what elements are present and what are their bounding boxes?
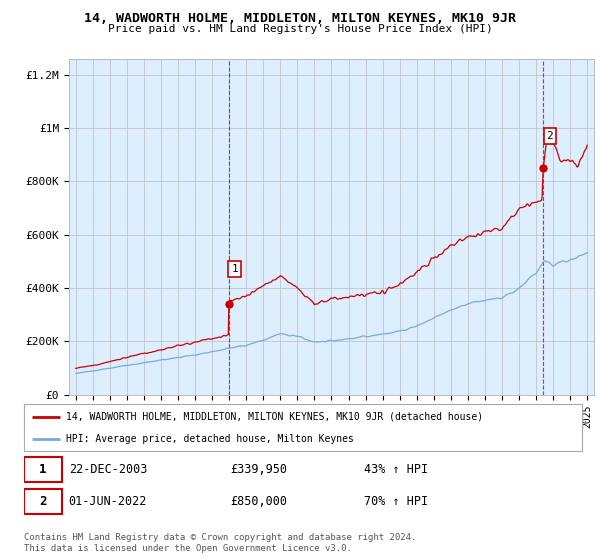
Text: 1: 1: [231, 264, 238, 274]
Text: Contains HM Land Registry data © Crown copyright and database right 2024.: Contains HM Land Registry data © Crown c…: [24, 533, 416, 542]
Text: Price paid vs. HM Land Registry's House Price Index (HPI): Price paid vs. HM Land Registry's House …: [107, 24, 493, 34]
Text: HPI: Average price, detached house, Milton Keynes: HPI: Average price, detached house, Milt…: [66, 434, 354, 444]
FancyBboxPatch shape: [24, 457, 62, 482]
Text: 14, WADWORTH HOLME, MIDDLETON, MILTON KEYNES, MK10 9JR: 14, WADWORTH HOLME, MIDDLETON, MILTON KE…: [84, 12, 516, 25]
Text: 2: 2: [547, 131, 553, 141]
Text: £339,950: £339,950: [230, 463, 287, 476]
Text: 1: 1: [39, 463, 47, 476]
Text: This data is licensed under the Open Government Licence v3.0.: This data is licensed under the Open Gov…: [24, 544, 352, 553]
Text: 14, WADWORTH HOLME, MIDDLETON, MILTON KEYNES, MK10 9JR (detached house): 14, WADWORTH HOLME, MIDDLETON, MILTON KE…: [66, 412, 483, 422]
Text: 2: 2: [39, 495, 47, 508]
Text: 22-DEC-2003: 22-DEC-2003: [68, 463, 147, 476]
FancyBboxPatch shape: [24, 489, 62, 514]
Text: 01-JUN-2022: 01-JUN-2022: [68, 495, 147, 508]
Text: 70% ↑ HPI: 70% ↑ HPI: [364, 495, 428, 508]
Text: 43% ↑ HPI: 43% ↑ HPI: [364, 463, 428, 476]
Text: £850,000: £850,000: [230, 495, 287, 508]
